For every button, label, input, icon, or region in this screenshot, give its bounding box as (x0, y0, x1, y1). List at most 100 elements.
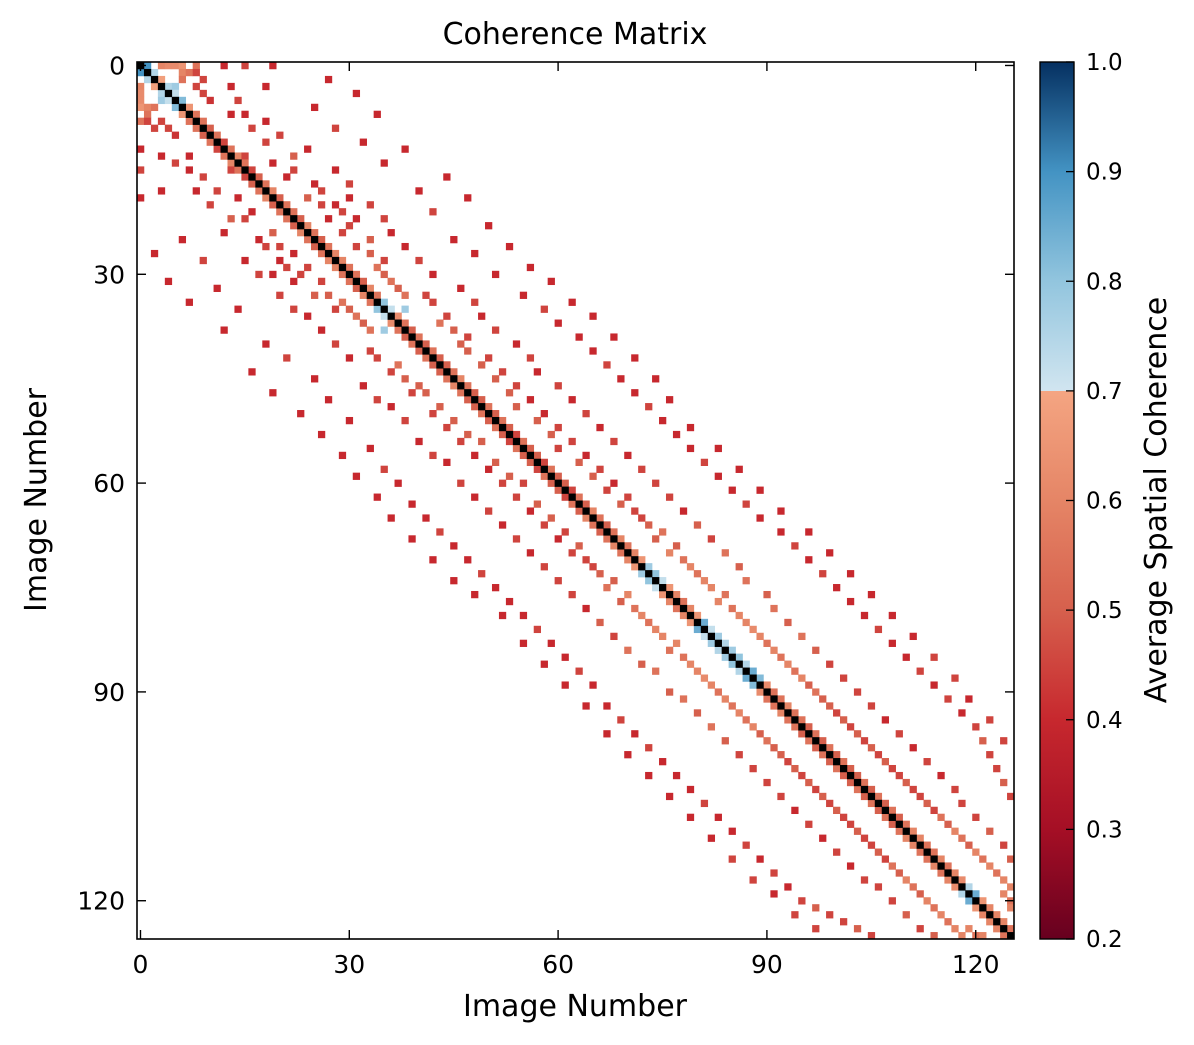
heatmap-cell (366, 201, 374, 209)
heatmap-cell (164, 124, 173, 132)
heatmap-cell (505, 389, 514, 397)
diagonal-cell (157, 82, 166, 91)
heatmap-cell (679, 597, 688, 606)
heatmap-cell (686, 660, 695, 668)
heatmap-cell (192, 62, 200, 70)
heatmap-cell (693, 570, 702, 578)
heatmap-cell (617, 549, 625, 557)
heatmap-cell (436, 403, 444, 411)
heatmap-cell (958, 709, 966, 717)
heatmap-cell (436, 354, 444, 362)
diagonal-cell (916, 841, 924, 849)
diagonal-cell (192, 117, 200, 125)
heatmap-cell (1007, 925, 1015, 933)
heatmap-cell (157, 117, 166, 125)
heatmap-cell (352, 242, 361, 251)
y-tick-label: 90 (93, 678, 125, 707)
heatmap-cell (485, 507, 493, 515)
heatmap-cell (373, 263, 381, 272)
heatmap-cell (902, 778, 910, 787)
diagonal-cell (860, 785, 869, 794)
heatmap-cell (805, 556, 813, 564)
heatmap-cell (478, 312, 486, 320)
heatmap-cell (519, 437, 528, 446)
heatmap-cell (672, 542, 681, 550)
heatmap-cell (645, 403, 653, 411)
heatmap-cell (143, 110, 152, 118)
heatmap-cell (345, 180, 354, 188)
heatmap-cell (603, 361, 611, 369)
heatmap-cell (909, 841, 917, 849)
heatmap-cell (881, 813, 890, 821)
heatmap-cell (157, 62, 166, 70)
diagonal-cell (770, 695, 778, 703)
heatmap-cell (331, 340, 340, 348)
heatmap-cell (498, 479, 507, 487)
diagonal-cell (923, 848, 931, 856)
heatmap-cell (763, 590, 771, 599)
heatmap-cell (603, 730, 611, 738)
heatmap-cell (234, 152, 242, 160)
heatmap-cell (589, 563, 597, 571)
diagonal-cell (366, 291, 374, 299)
heatmap-cell (798, 674, 806, 682)
y-axis-label: Image Number (19, 387, 54, 612)
heatmap-cell (269, 62, 277, 70)
heatmap-cell (582, 451, 590, 460)
heatmap-cell (839, 758, 848, 766)
heatmap-cell (137, 89, 145, 98)
heatmap-cell (331, 249, 340, 258)
heatmap-cell (199, 173, 207, 181)
heatmap-cell (533, 625, 541, 634)
heatmap-cell (192, 68, 200, 77)
heatmap-cell (826, 758, 834, 766)
heatmap-cell (380, 270, 388, 279)
heatmap-cell (206, 96, 214, 105)
heatmap-cell (380, 159, 388, 167)
heatmap-cell (589, 681, 597, 689)
heatmap-cell (464, 194, 472, 202)
heatmap-cell (979, 932, 987, 940)
heatmap-cell (763, 737, 771, 745)
heatmap-cell (192, 110, 200, 118)
colorbar-tick-label: 0.8 (1086, 269, 1123, 295)
heatmap-cell (596, 465, 604, 473)
diagonal-cell (547, 472, 555, 480)
heatmap-cell (401, 319, 409, 327)
heatmap-cell (401, 416, 409, 425)
heatmap-cell (867, 785, 876, 794)
heatmap-cell (505, 423, 514, 432)
heatmap-cell (485, 222, 493, 230)
heatmap-cell (220, 62, 228, 70)
heatmap-cell (617, 375, 625, 383)
heatmap-cell (638, 556, 646, 564)
heatmap-cell (826, 744, 834, 752)
heatmap-cell (331, 305, 340, 313)
diagonal-cell (373, 298, 381, 306)
heatmap-cell (331, 201, 340, 209)
diagonal-cell (937, 862, 945, 870)
heatmap-cell (679, 695, 688, 703)
heatmap-cell (352, 215, 361, 223)
heatmap-cell (714, 646, 722, 654)
heatmap-cell (728, 702, 736, 710)
diagonal-cell (756, 681, 764, 689)
diagonal-cell (909, 834, 917, 842)
heatmap-cell (234, 194, 242, 202)
heatmap-cell (366, 298, 374, 306)
heatmap-cell (693, 611, 702, 620)
heatmap-cell (317, 430, 326, 439)
heatmap-cell (645, 744, 653, 752)
heatmap-cell (777, 695, 785, 703)
heatmap-cell (714, 813, 722, 821)
heatmap-cell (645, 563, 653, 571)
heatmap-cell (157, 187, 166, 195)
heatmap-cell (164, 277, 173, 286)
heatmap-cell (749, 681, 757, 689)
heatmap-cell (895, 869, 903, 877)
heatmap-cell (986, 827, 994, 835)
heatmap-cell (143, 62, 152, 70)
heatmap-cell (429, 361, 437, 369)
heatmap-cell (826, 911, 834, 919)
heatmap-cell (665, 792, 674, 801)
